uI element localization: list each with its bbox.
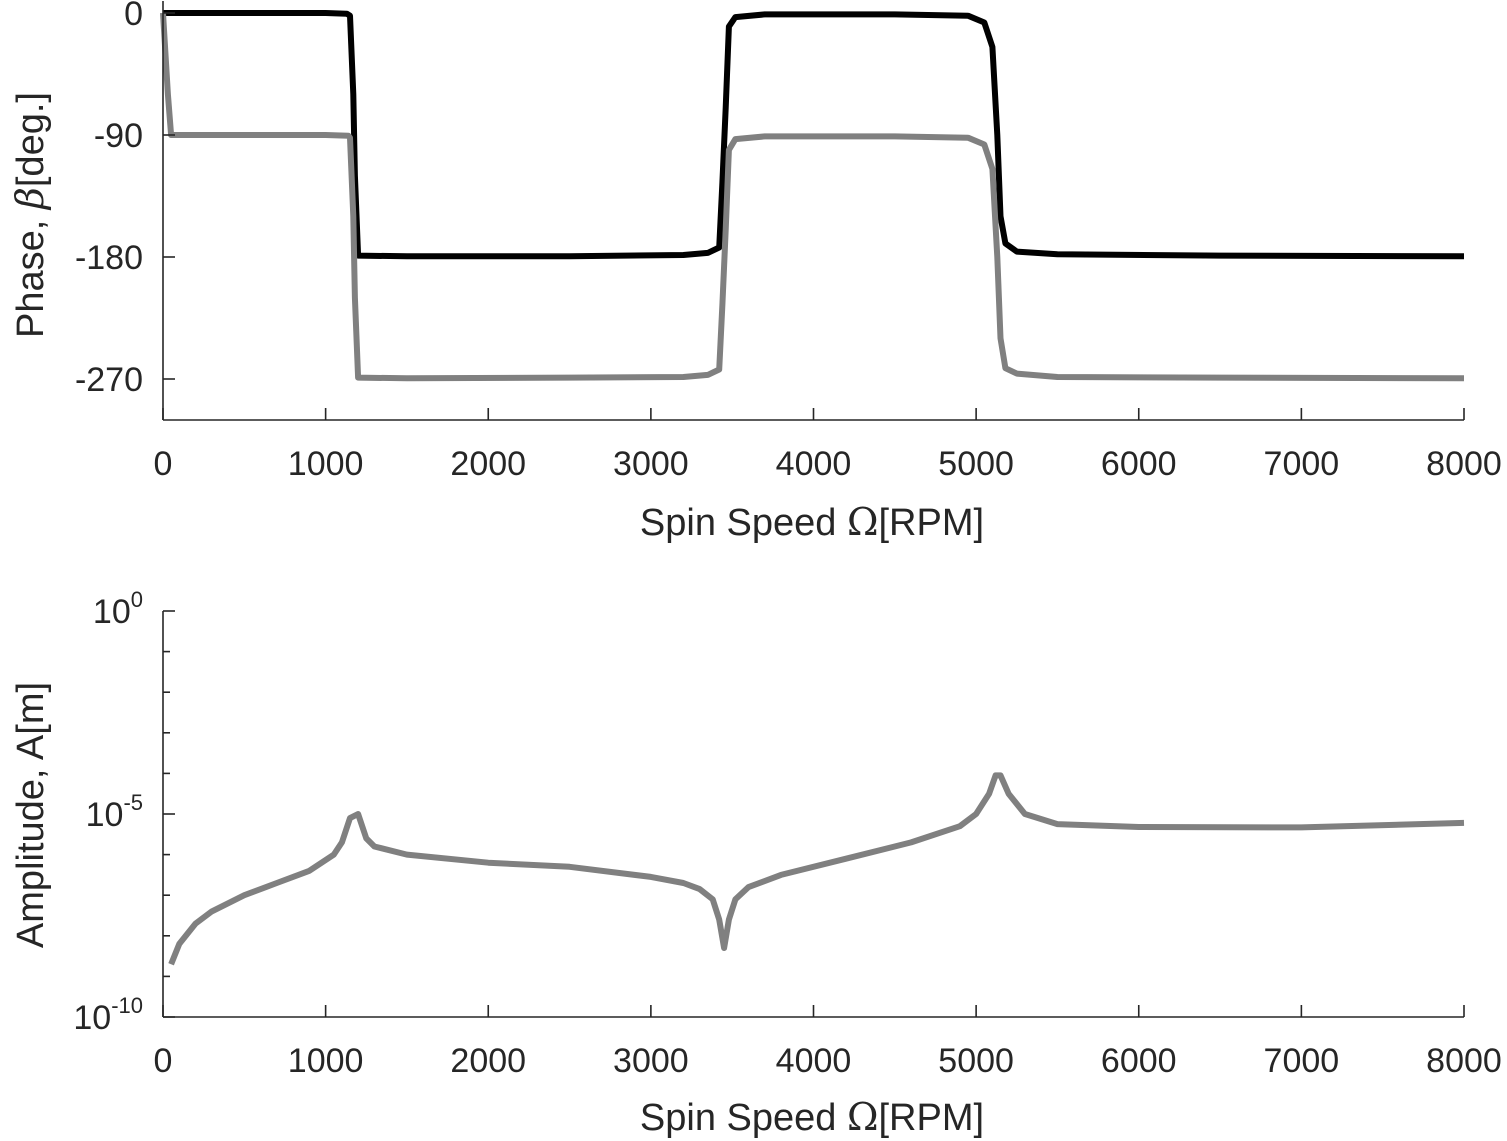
- phase-axes: 0 1000 2000 3000 4000 5000 6000 7000 8000 0 -90 -18…: [75, 0, 1502, 483]
- amplitude-y-tick-label: 10-5: [86, 790, 143, 834]
- amplitude-x-tick-label: 7000: [1264, 1042, 1340, 1080]
- phase-y-tick-label: -270: [75, 361, 143, 399]
- phase-x-tick-label: 4000: [776, 445, 852, 483]
- phase-series-line-2: [160, 12, 1465, 382]
- phase-x-tick-label: 8000: [1426, 445, 1502, 483]
- amplitude-y-axis-title: Amplitude, A[m]: [10, 682, 52, 948]
- phase-x-axis-title: Spin Speed Ω[RPM]: [640, 500, 984, 544]
- phase-series-group: [160, 10, 1465, 382]
- phase-x-tick-label: 2000: [450, 445, 526, 483]
- amplitude-y-tick-label: 100: [93, 587, 143, 631]
- amplitude-x-tick-label: 6000: [1101, 1042, 1177, 1080]
- amplitude-x-tick-label: 4000: [776, 1042, 852, 1080]
- amplitude-chart: 0 1000 2000 3000 4000 5000 6000 7000 8000 100 10-5…: [10, 587, 1502, 1139]
- amplitude-x-tick-label: 3000: [613, 1042, 689, 1080]
- phase-y-tick-label: -180: [75, 239, 143, 277]
- amplitude-x-tick-label: 0: [154, 1042, 173, 1080]
- phase-x-tick-label: 7000: [1264, 445, 1340, 483]
- phase-chart: 0 1000 2000 3000 4000 5000 6000 7000 8000 0 -90 -18…: [8, 0, 1502, 544]
- phase-x-tick-label: 1000: [288, 445, 364, 483]
- amplitude-series-group: [168, 772, 1465, 966]
- phase-x-tick-label: 6000: [1101, 445, 1177, 483]
- phase-y-tick-label: -90: [94, 117, 143, 155]
- amplitude-x-axis-title: Spin Speed Ω[RPM]: [640, 1095, 984, 1139]
- phase-series-line-1: [163, 10, 1465, 260]
- amplitude-x-tick-label: 1000: [288, 1042, 364, 1080]
- phase-x-tick-label: 5000: [938, 445, 1014, 483]
- amplitude-x-tick-label: 2000: [450, 1042, 526, 1080]
- amplitude-series-line-1: [168, 772, 1465, 966]
- amplitude-x-tick-label: 5000: [938, 1042, 1014, 1080]
- amplitude-y-tick-label: 10-10: [73, 993, 143, 1037]
- amplitude-x-tick-label: 8000: [1426, 1042, 1502, 1080]
- phase-x-tick-label: 0: [154, 445, 173, 483]
- phase-y-axis-title: Phase, β[deg.]: [8, 92, 52, 338]
- amplitude-axes: 0 1000 2000 3000 4000 5000 6000 7000 8000 100 10-5…: [73, 587, 1501, 1080]
- phase-y-tick-label: 0: [124, 0, 143, 33]
- phase-x-tick-label: 3000: [613, 445, 689, 483]
